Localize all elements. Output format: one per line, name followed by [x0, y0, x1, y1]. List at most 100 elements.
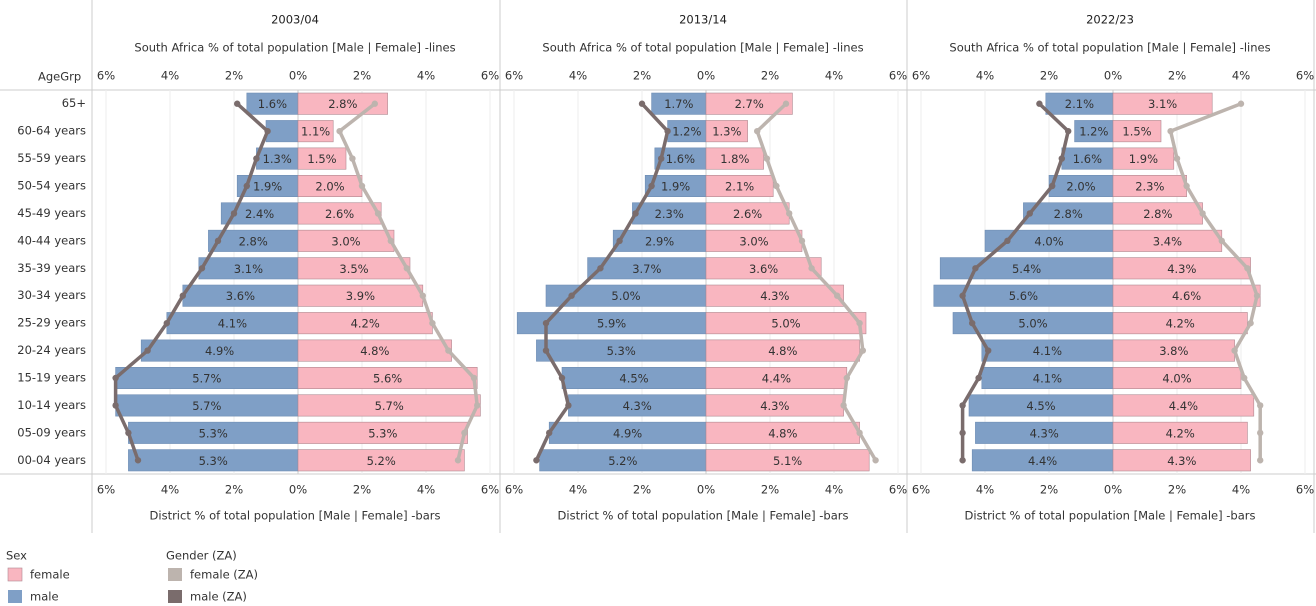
line-point [371, 100, 378, 107]
row-label: 60-64 years [17, 124, 86, 138]
data-label: 3.4% [1153, 234, 1182, 248]
data-label: 3.9% [346, 289, 375, 303]
line-point [419, 292, 426, 299]
x-tick-label: 4% [417, 69, 435, 83]
x-tick-label: 6% [1296, 69, 1314, 83]
data-label: 3.6% [749, 262, 778, 276]
line-point [959, 429, 966, 437]
x-tick-label: 4% [825, 69, 843, 83]
x-tick-label: 6% [912, 69, 930, 83]
line-point [558, 374, 566, 382]
data-label: 2.1% [725, 180, 754, 194]
legend-swatch [7, 567, 23, 582]
data-label: 3.0% [331, 234, 360, 248]
axis-title-bottom: District % of total population [Male | F… [965, 509, 1256, 523]
data-label: 5.3% [199, 426, 228, 440]
line-point [1049, 182, 1056, 190]
data-label: 4.8% [768, 344, 797, 358]
data-label: 3.8% [1159, 344, 1188, 358]
axis-title-bottom: District % of total population [Male | F… [150, 509, 441, 523]
x-tick-label: 6% [1296, 483, 1314, 497]
data-label: 4.0% [1034, 234, 1063, 248]
bar [1112, 449, 1251, 472]
line-point [542, 347, 550, 354]
data-label: 5.6% [1009, 289, 1038, 303]
row-label: 10-14 years [17, 398, 86, 412]
data-label: 2.3% [655, 207, 684, 221]
data-label: 2.1% [1065, 97, 1094, 111]
line-point [403, 265, 410, 272]
x-tick-label: 0% [1104, 69, 1122, 83]
data-label: 4.9% [613, 426, 642, 440]
line-point [1237, 100, 1245, 107]
data-label: 5.2% [608, 454, 637, 468]
legend-swatch [8, 590, 22, 603]
x-tick-label: 6% [505, 69, 523, 83]
data-label: 1.9% [253, 180, 282, 194]
data-label: 5.3% [368, 426, 397, 440]
x-tick-label: 2% [1168, 69, 1186, 83]
x-tick-label: 4% [976, 69, 994, 83]
legend-title: Gender (ZA) [166, 549, 237, 563]
legend-label: male [30, 590, 59, 604]
x-tick-label: 6% [889, 483, 907, 497]
data-label: 1.2% [672, 125, 701, 139]
data-label: 5.2% [367, 454, 396, 468]
x-tick-label: 2% [761, 483, 779, 497]
panel-title: 2022/23 [1086, 13, 1134, 27]
line-point [1241, 374, 1248, 382]
x-tick-label: 4% [569, 69, 587, 83]
data-label: 5.7% [192, 372, 221, 386]
bar [1112, 394, 1255, 417]
data-label: 1.5% [307, 152, 336, 166]
line-point [542, 319, 550, 327]
data-label: 4.1% [1033, 372, 1062, 386]
data-label: 4.5% [619, 372, 648, 386]
line-point [856, 319, 863, 327]
data-label: 2.6% [733, 207, 762, 221]
panel-title: 2003/04 [271, 13, 319, 27]
data-label: 1.8% [720, 152, 749, 166]
line-point [474, 402, 481, 409]
line-point [243, 182, 250, 190]
line-point [179, 292, 186, 299]
line [960, 102, 1070, 461]
line [534, 102, 670, 462]
line-point [1199, 210, 1206, 217]
line-point [1253, 292, 1261, 299]
x-tick-label: 4% [1232, 69, 1250, 83]
line-point [1257, 429, 1264, 437]
bar [705, 147, 764, 170]
x-tick-label: 2% [1040, 483, 1058, 497]
x-tick-label: 2% [1168, 483, 1186, 497]
data-label: 2.8% [239, 234, 268, 248]
line-point [1065, 127, 1072, 135]
data-label: 3.0% [739, 234, 768, 248]
line-point [454, 457, 462, 464]
data-label: 5.0% [611, 289, 640, 303]
line [755, 102, 878, 462]
line-point [872, 457, 879, 464]
x-tick-label: 0% [289, 69, 307, 83]
x-tick-label: 0% [697, 69, 715, 83]
line-point [374, 210, 382, 217]
x-tick-label: 0% [697, 483, 715, 497]
x-tick-label: 0% [1104, 483, 1122, 497]
data-label: 4.3% [1167, 262, 1196, 276]
data-label: 4.1% [218, 317, 247, 331]
bar [297, 147, 347, 170]
x-tick-label: 6% [97, 69, 115, 83]
data-label: 4.6% [1172, 289, 1201, 303]
line-point [198, 265, 206, 272]
line-point [470, 374, 478, 382]
bar [705, 284, 844, 307]
line-point [214, 237, 222, 245]
line-point [1231, 347, 1238, 354]
row-label: 00-04 years [17, 453, 86, 467]
data-label: 4.4% [762, 372, 791, 386]
legend-label: female [30, 568, 70, 582]
legend-swatch [168, 590, 182, 603]
bar [297, 367, 478, 389]
line-point [1218, 237, 1226, 245]
line-point [1183, 182, 1190, 190]
